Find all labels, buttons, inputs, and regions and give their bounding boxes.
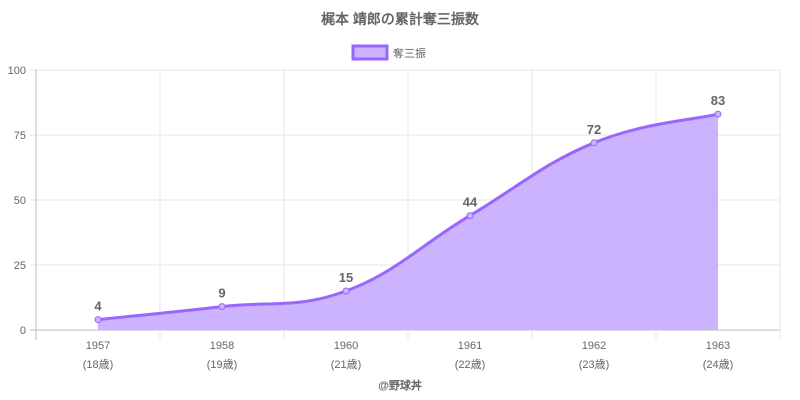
- x-tick-label: 1963: [706, 340, 730, 352]
- data-point: [466, 212, 474, 220]
- y-tick-label: 25: [14, 260, 26, 272]
- footer-credit: @野球丼: [378, 378, 422, 392]
- data-point: [714, 110, 722, 118]
- chart-title: 梶本 靖郎の累計奪三振数: [321, 11, 480, 27]
- y-tick-label: 100: [8, 65, 26, 77]
- x-tick-label: 1958: [210, 340, 234, 352]
- data-point: [94, 316, 102, 324]
- x-tick-sublabel: (22歳): [455, 358, 486, 371]
- data-label: 15: [339, 270, 353, 285]
- y-tick-label: 0: [20, 325, 26, 337]
- y-tick-label: 50: [14, 195, 26, 207]
- x-tick-sublabel: (24歳): [703, 358, 734, 371]
- legend[interactable]: 奪三振: [351, 44, 426, 61]
- data-label: 83: [711, 93, 725, 108]
- data-label: 72: [587, 122, 601, 137]
- x-tick-sublabel: (18歳): [83, 358, 114, 371]
- data-label: 4: [94, 299, 102, 314]
- data-label: 44: [463, 195, 478, 210]
- data-point: [590, 139, 598, 147]
- x-tick-sublabel: (21歳): [331, 358, 362, 371]
- x-tick-label: 1960: [334, 340, 358, 352]
- data-point: [342, 287, 350, 295]
- x-tick-label: 1957: [86, 340, 110, 352]
- series-line: [97, 112, 719, 322]
- y-tick-label: 75: [14, 130, 26, 142]
- x-tick-sublabel: (19歳): [207, 358, 238, 371]
- data-label: 9: [218, 286, 225, 301]
- legend-swatch: [351, 44, 389, 61]
- series-area: [98, 114, 718, 330]
- x-tick-sublabel: (23歳): [579, 358, 610, 371]
- data-point: [218, 303, 226, 311]
- x-tick-label: 1962: [582, 340, 606, 352]
- legend-label: 奪三振: [393, 46, 426, 60]
- x-tick-label: 1961: [458, 340, 482, 352]
